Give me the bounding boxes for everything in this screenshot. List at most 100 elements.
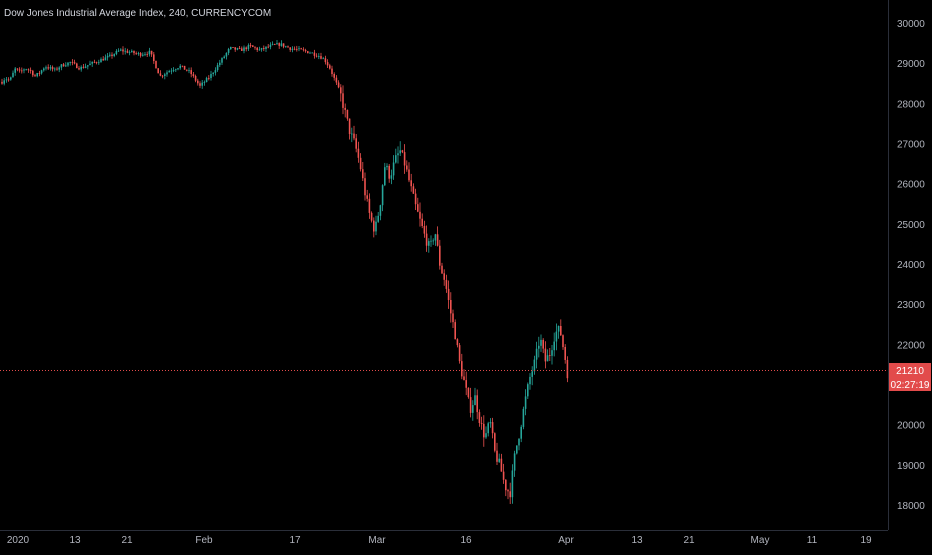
candle-body bbox=[32, 70, 34, 76]
candle-body bbox=[128, 52, 131, 53]
candle-body bbox=[269, 44, 272, 47]
candle-body bbox=[183, 65, 186, 70]
candle-body bbox=[29, 69, 32, 71]
candle-body bbox=[221, 58, 223, 63]
time-tick-label: 11 bbox=[807, 535, 818, 546]
candle-body bbox=[307, 51, 309, 54]
candle-body bbox=[476, 395, 478, 413]
candle-body bbox=[10, 77, 12, 80]
candle-body bbox=[430, 240, 432, 242]
time-tick-label: 13 bbox=[69, 535, 81, 546]
candle-body bbox=[443, 273, 445, 280]
candle-body bbox=[117, 50, 120, 52]
candle-body bbox=[60, 64, 63, 68]
candle-body bbox=[478, 412, 481, 423]
candle-body bbox=[120, 49, 122, 51]
candle-body bbox=[472, 405, 474, 413]
candle-body bbox=[450, 300, 452, 314]
candle-body bbox=[529, 376, 531, 385]
candle-body bbox=[111, 54, 113, 56]
price-tick-label: 27000 bbox=[897, 140, 925, 151]
candle-body bbox=[197, 80, 199, 84]
time-axis[interactable]: 2020 13 21 Feb 17 Mar 16 Apr 13 21 May 11 19 bbox=[7, 535, 872, 546]
candle-body bbox=[247, 45, 250, 50]
candle-body bbox=[282, 43, 285, 47]
candle-body bbox=[436, 234, 439, 246]
candle-body bbox=[344, 107, 346, 110]
candle-body bbox=[161, 75, 164, 77]
candle-body bbox=[212, 72, 214, 74]
candle-body bbox=[491, 422, 494, 434]
candle-body bbox=[188, 70, 190, 71]
candle-body bbox=[45, 67, 47, 69]
candle-body bbox=[401, 150, 404, 153]
price-tick-label: 30000 bbox=[897, 19, 925, 30]
candle-body bbox=[298, 48, 300, 50]
candle-body bbox=[260, 48, 263, 50]
candle-body bbox=[461, 361, 463, 377]
candle-body bbox=[553, 341, 555, 351]
candle-body bbox=[21, 70, 23, 72]
chart-title: Dow Jones Industrial Average Index, 240,… bbox=[4, 8, 271, 19]
candle-body bbox=[375, 221, 377, 232]
time-tick-label: 19 bbox=[860, 535, 872, 546]
candle-body bbox=[71, 62, 74, 63]
candle-body bbox=[34, 75, 36, 77]
candle-body bbox=[410, 180, 412, 187]
candle-body bbox=[483, 423, 485, 438]
candle-body bbox=[144, 54, 146, 55]
price-tick-label: 19000 bbox=[897, 461, 925, 472]
candle-body bbox=[500, 458, 503, 472]
candle-body bbox=[531, 371, 533, 377]
candle-body bbox=[454, 322, 456, 340]
candle-body bbox=[126, 50, 129, 53]
candle-body bbox=[447, 288, 450, 300]
candle-body bbox=[51, 67, 54, 70]
candle-body bbox=[489, 422, 492, 424]
candle-body bbox=[104, 57, 107, 61]
candle-body bbox=[225, 52, 228, 57]
candle-body bbox=[293, 48, 296, 50]
candle-body bbox=[106, 55, 109, 58]
candle-body bbox=[291, 48, 294, 50]
candle-body bbox=[335, 77, 338, 83]
time-tick-label: Feb bbox=[195, 535, 213, 546]
candle-body bbox=[315, 55, 318, 57]
candle-body bbox=[274, 44, 276, 45]
candle-body bbox=[456, 339, 459, 346]
candle-body bbox=[502, 471, 505, 480]
candle-body bbox=[432, 240, 434, 242]
candle-body bbox=[89, 63, 91, 66]
candle-body bbox=[366, 195, 368, 199]
candle-body bbox=[54, 68, 56, 70]
candle-body bbox=[318, 56, 320, 57]
candle-body bbox=[392, 162, 395, 176]
candle-body bbox=[265, 46, 267, 49]
candle-body bbox=[139, 53, 142, 56]
candle-body bbox=[533, 359, 536, 372]
candle-body bbox=[359, 157, 362, 170]
candle-body bbox=[377, 215, 379, 222]
candle-body bbox=[249, 45, 252, 46]
candle-body bbox=[522, 408, 525, 427]
time-tick-label: 17 bbox=[289, 535, 301, 546]
candle-body bbox=[109, 54, 111, 56]
candle-body bbox=[564, 347, 566, 360]
candle-body bbox=[337, 82, 340, 88]
candle-body bbox=[355, 138, 357, 149]
candle-body bbox=[25, 69, 27, 71]
candle-body bbox=[214, 70, 217, 73]
candle-body bbox=[102, 59, 104, 61]
candle-body bbox=[278, 43, 280, 46]
candle-body bbox=[439, 245, 441, 266]
candle-body bbox=[252, 45, 254, 47]
candle-body bbox=[419, 211, 421, 219]
candle-body bbox=[142, 54, 144, 56]
candle-body bbox=[368, 198, 371, 213]
price-tick-label: 25000 bbox=[897, 220, 925, 231]
candle-body bbox=[69, 62, 71, 63]
candle-body bbox=[302, 49, 305, 51]
